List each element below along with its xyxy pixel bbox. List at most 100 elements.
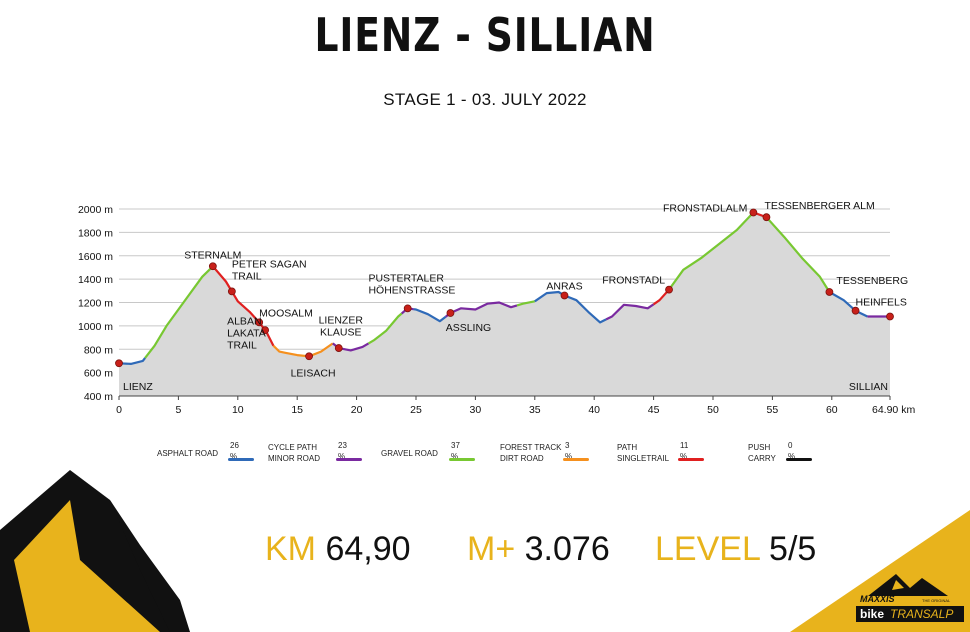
x-tick-label: 25: [410, 404, 422, 416]
waypoint-label: ALBAN: [227, 316, 261, 328]
x-tick-label: 50: [707, 404, 719, 416]
stat-level: LEVEL 5/5: [655, 530, 816, 569]
legend-swatch: [678, 458, 704, 461]
x-tick-label: 15: [291, 404, 303, 416]
legend-percent: 0 %: [788, 441, 796, 461]
waypoint-label: HEINFELS: [856, 297, 907, 309]
surface-segment-path: [652, 288, 670, 306]
surface-segment-gravel: [668, 211, 755, 291]
waypoint-label: LEISACH: [291, 367, 336, 379]
elevation-profile-chart: 2000 m 1800 m 1600 m 1400 m 1200 m 1000 m 800 …: [78, 200, 915, 416]
legend-percent: 37 %: [451, 441, 460, 461]
stat-distance: KM 64,90: [265, 530, 411, 569]
legend-label: ASPHALT ROAD: [157, 449, 219, 458]
x-tick-label: 20: [351, 404, 363, 416]
waypoint-label: HÖHENSTRASSE: [368, 284, 455, 296]
logo-bike: bike: [860, 607, 884, 621]
x-tick-label: 30: [470, 404, 482, 416]
x-end-label: 64.90 km: [872, 404, 915, 416]
elevation-area: [119, 212, 890, 396]
waypoint-label: LAKATA: [227, 328, 266, 340]
waypoint-marker: [665, 285, 673, 294]
waypoint-label: MOOSALM: [259, 307, 313, 319]
surface-segment-gravel: [144, 265, 214, 359]
surface-segment-cycle: [605, 303, 655, 321]
waypoint-label: TESSENBERG: [836, 275, 908, 287]
stat-level-value: 5/5: [769, 530, 817, 568]
x-tick-label: 40: [588, 404, 600, 416]
legend-swatch: [563, 458, 589, 461]
legend-percent: 11 %: [680, 441, 689, 461]
x-tick-label: 5: [175, 404, 181, 416]
legend-label: CYCLE PATH MINOR ROAD: [268, 443, 320, 463]
page-title: LIENZ - SILLIAN: [314, 8, 656, 62]
waypoint-label: SILLIAN: [849, 381, 888, 393]
waypoint-label: PUSTERTALER: [368, 272, 444, 284]
waypoint-marker: [446, 309, 455, 317]
waypoint-marker: [825, 288, 834, 296]
stat-level-label: LEVEL: [655, 530, 760, 568]
waypoint-marker: [762, 213, 771, 222]
stat-distance-value: 64,90: [325, 530, 411, 568]
waypoint-marker: [334, 344, 343, 352]
waypoint-marker: [560, 291, 569, 300]
bike-transalp-logo: MAXXIS THE ORIGINAL bike TRANSALP: [856, 574, 964, 622]
surface-segment-gravel: [367, 312, 403, 345]
stat-climb-value: 3.076: [524, 530, 610, 568]
surface-segment-gravel: [765, 216, 831, 293]
surface-segment-asphalt: [118, 357, 146, 365]
y-tick-label: 1200 m: [78, 298, 113, 310]
stat-climb-label: M+: [467, 530, 516, 568]
waypoint-label: KLAUSE: [320, 327, 361, 339]
logo-tagline: THE ORIGINAL: [922, 598, 951, 603]
legend-percent: 23 %: [338, 441, 347, 461]
legend-percent: 3 %: [565, 441, 573, 461]
waypoint-label: FRONSTADL: [602, 275, 665, 287]
page-subtitle: STAGE 1 - 03. JULY 2022: [383, 90, 587, 109]
waypoint-label: LIENZ: [123, 381, 153, 393]
waypoint-marker: [886, 312, 894, 321]
y-tick-label: 600 m: [84, 368, 113, 380]
y-tick-label: 1400 m: [78, 274, 113, 286]
surface-segment-asphalt: [534, 290, 607, 324]
surface-segment-asphalt: [413, 308, 447, 323]
logo-maxxis: MAXXIS: [860, 594, 895, 604]
waypoint-label: ASSLING: [446, 322, 492, 334]
y-tick-label: 1800 m: [78, 227, 113, 239]
legend-swatch: [786, 458, 812, 461]
y-tick-label: 1600 m: [78, 251, 113, 263]
legend-label: GRAVEL ROAD: [381, 449, 438, 458]
waypoint-marker: [749, 208, 758, 217]
y-tick-label: 800 m: [84, 344, 113, 356]
waypoint-label: TRAIL: [227, 340, 257, 352]
legend-percent: 26 %: [230, 441, 239, 461]
waypoint-label: ANRAS: [546, 280, 582, 292]
x-tick-label: 0: [116, 404, 122, 416]
stat-climb: M+ 3.076: [467, 530, 610, 569]
legend-swatch: [336, 458, 362, 461]
x-tick-label: 55: [767, 404, 779, 416]
waypoint-marker: [305, 352, 313, 361]
waypoint-marker: [851, 306, 860, 315]
stat-distance-label: KM: [265, 530, 316, 568]
x-tick-label: 45: [648, 404, 660, 416]
waypoint-label: LIENZER: [319, 315, 364, 327]
x-tick-label: 60: [826, 404, 838, 416]
surface-segment-gravel: [516, 300, 536, 307]
logo-transalp: TRANSALP: [890, 607, 953, 621]
x-tick-label: 10: [232, 404, 244, 416]
waypoint-label: TRAIL: [232, 270, 262, 282]
legend-label: PATH SINGLETRAIL: [617, 443, 670, 463]
waypoint-marker: [208, 262, 217, 271]
waypoint-label: FRONSTADLALM: [663, 203, 747, 215]
waypoint-label: PETER SAGAN: [232, 258, 307, 270]
waypoint-marker: [403, 304, 412, 313]
waypoint-marker: [255, 318, 264, 327]
legend-label: PUSH CARRY: [748, 443, 776, 463]
legend-label: FOREST TRACK DIRT ROAD: [500, 443, 562, 463]
legend-swatch: [228, 458, 254, 461]
legend-swatch: [449, 458, 475, 461]
y-tick-label: 2000 m: [78, 204, 113, 216]
x-tick-label: 35: [529, 404, 541, 416]
